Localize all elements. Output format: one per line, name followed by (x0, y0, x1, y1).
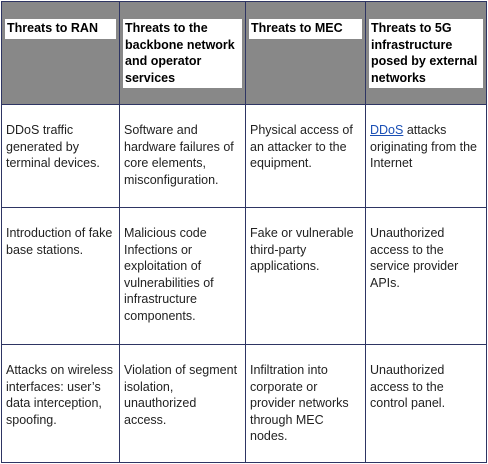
table-cell: Physical access of an attacker to the eq… (245, 104, 366, 208)
table-cell: DDoS traffic generated by terminal devic… (1, 104, 120, 208)
table-cell: Fake or vulnerable third-party applicati… (245, 207, 366, 345)
table-cell: Unauthorized access to the service provi… (365, 207, 487, 345)
table-cell: DDoS attacks originating from the Intern… (365, 104, 487, 208)
table-cell: Infiltration into corporate or provider … (245, 344, 366, 463)
header-label-backbone: Threats to the backbone network and oper… (123, 19, 242, 88)
table-cell: Violation of segment isolation, unauthor… (119, 344, 246, 463)
table-cell: Attacks on wireless interfaces: user’s d… (1, 344, 120, 463)
header-label-ran: Threats to RAN (5, 19, 116, 39)
header-cell-external: Threats to 5G infrastructure posed by ex… (365, 1, 487, 105)
header-cell-mec: Threats to MEC (245, 1, 366, 105)
ddos-link[interactable]: DDoS (370, 123, 404, 137)
table-row: Introduction of fake base stations. Mali… (1, 207, 487, 345)
header-cell-ran: Threats to RAN (1, 1, 120, 105)
header-cell-backbone: Threats to the backbone network and oper… (119, 1, 246, 105)
table-row: DDoS traffic generated by terminal devic… (1, 104, 487, 208)
table-cell: Software and hardware failures of core e… (119, 104, 246, 208)
header-label-mec: Threats to MEC (249, 19, 362, 39)
header-row: Threats to RAN Threats to the backbone n… (1, 1, 487, 105)
cell-text: attacks originating from the Internet (370, 123, 478, 170)
table-row: Attacks on wireless interfaces: user’s d… (1, 344, 487, 463)
header-label-external: Threats to 5G infrastructure posed by ex… (369, 19, 483, 88)
table-cell: Unauthorized access to the control panel… (365, 344, 487, 463)
table-cell: Malicious code Infections or exploitatio… (119, 207, 246, 345)
table-cell: Introduction of fake base stations. (1, 207, 120, 345)
